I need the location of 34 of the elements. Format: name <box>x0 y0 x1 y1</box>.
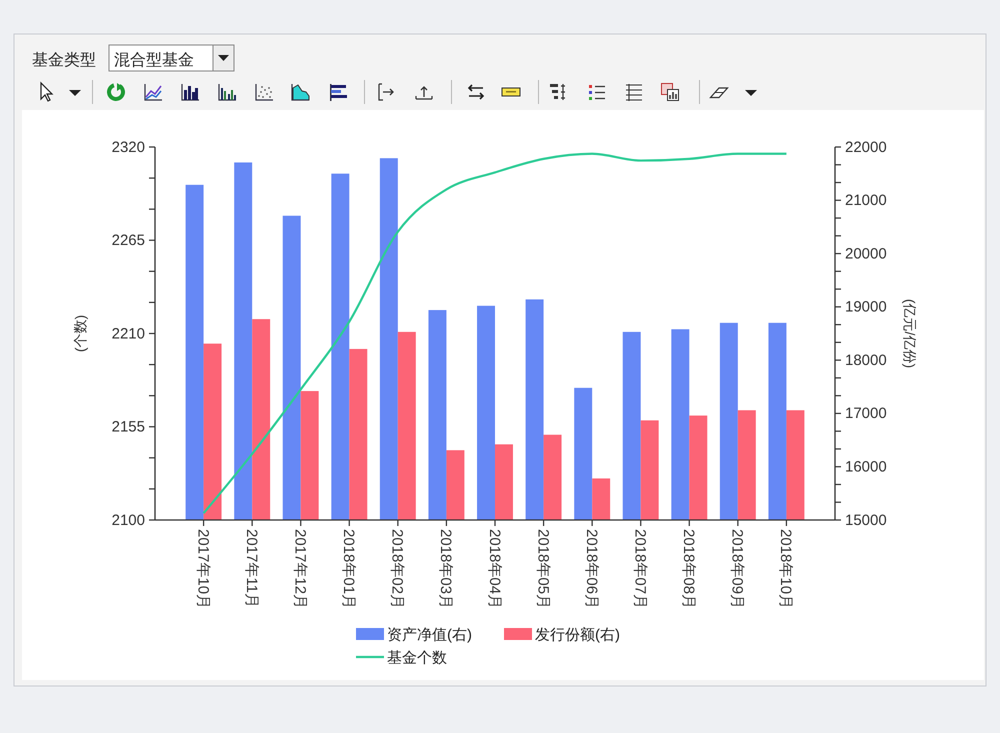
x-tick-label: 2018年02月 <box>388 529 406 610</box>
y-tick-label: 2265 <box>112 232 145 250</box>
x-tick-label: 2018年04月 <box>486 529 503 610</box>
x-tick-label: 2018年08月 <box>680 529 698 610</box>
x-tick-label: 2018年03月 <box>437 529 454 610</box>
line-series <box>202 152 788 514</box>
y2-tick-label: 20000 <box>845 245 887 262</box>
y-tick-label: 2210 <box>112 325 145 342</box>
y2-tick-label: 17000 <box>845 405 887 422</box>
x-tick-label: 2018年01月 <box>340 529 358 610</box>
legend-label: 基金个数 <box>387 649 447 666</box>
legend-label: 资产净值(右) <box>387 626 472 644</box>
x-tick-label: 2018年09月 <box>728 529 746 610</box>
x-tick-label: 2018年10月 <box>777 529 794 610</box>
x-tick-label: 2018年07月 <box>631 529 648 610</box>
x-tick-label: 2018年06月 <box>582 529 600 610</box>
y2-tick-label: 16000 <box>845 458 887 476</box>
x-tick-label: 2017年10月 <box>194 529 212 610</box>
y2-tick-label: 21000 <box>845 192 887 210</box>
dropdown-field: 混合型基金 <box>108 44 214 72</box>
y2-tick-label: 15000 <box>845 512 887 529</box>
y-axis-title: (个数) <box>72 314 88 352</box>
text: 基金类型 <box>32 51 96 69</box>
y-tick-label: 2155 <box>112 418 145 436</box>
y-tick-label: 2320 <box>112 138 145 156</box>
y-tick-label: 2100 <box>112 512 145 529</box>
y2-tick-label: 18000 <box>845 352 887 369</box>
x-tick-label: 2018年05月 <box>534 529 552 610</box>
legend-label: 发行份额(右) <box>535 626 620 644</box>
y2-axis-title: (亿元/亿份) <box>902 298 918 368</box>
y2-tick-label: 19000 <box>845 298 887 316</box>
y2-tick-label: 22000 <box>845 138 887 156</box>
x-tick-label: 2017年12月 <box>291 529 308 610</box>
x-tick-label: 2017年11月 <box>242 529 260 608</box>
